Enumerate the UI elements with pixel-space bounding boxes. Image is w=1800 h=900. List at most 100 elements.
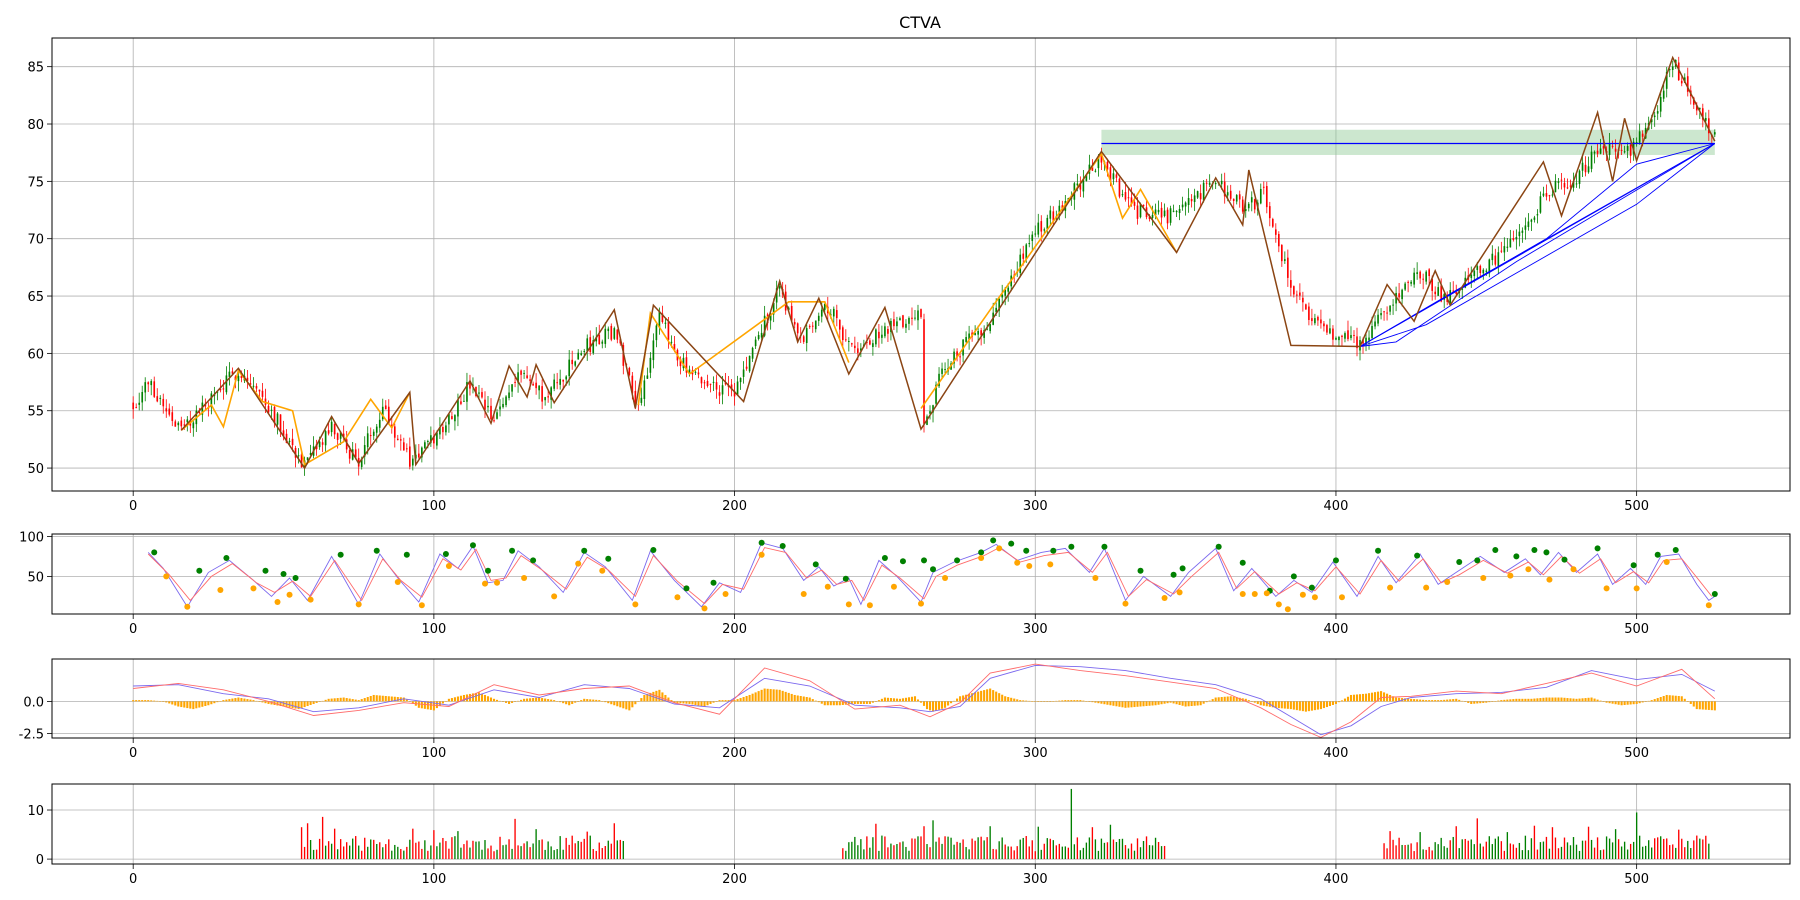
macd-histogram-bar [246,699,249,702]
candle-body [1314,318,1316,324]
candle-body [1181,204,1184,208]
volume-bar [929,847,931,860]
candle-body [1686,76,1689,92]
volume-bar [321,816,324,860]
volume-bar [619,839,621,860]
volume-bar [1407,844,1409,860]
candle-body [442,427,444,433]
candle-body [1695,105,1698,111]
volume-bar [842,848,844,860]
price-ytick-label: 70 [27,233,44,248]
macd-histogram-bar [219,701,222,702]
candle-body [1133,202,1136,206]
candle-body [1271,218,1274,227]
macd-histogram-bar [1539,698,1542,702]
oscillator-high-marker [1050,547,1057,554]
volume-bar [1025,836,1027,860]
macd-histogram-bar [1217,697,1220,702]
candle-body [1452,290,1455,292]
candle-body [336,433,339,440]
volume-bar [1443,846,1445,860]
candle-body [1653,115,1656,118]
volume-bar [547,841,549,860]
volume-bar [1064,846,1067,860]
volume-bar [854,836,856,860]
volume-bar [571,835,573,860]
macd-histogram-bar [336,698,339,702]
macd-histogram-bar [931,701,935,712]
candle-body [616,329,619,340]
volume-bar [1554,837,1557,860]
macd-histogram-bar [1001,694,1004,702]
volume-bar [1530,838,1533,860]
candle-body [1470,274,1473,278]
macd-histogram-bar [859,701,862,704]
volume-bar [851,841,853,860]
candle-body [1302,297,1304,303]
volume-bar [1503,850,1506,860]
volume-bar [1660,836,1662,860]
macd-histogram-bar [1325,701,1328,708]
volume-bar [1109,824,1112,860]
macd-histogram-bar [724,700,727,702]
volume-bar [1037,826,1039,860]
candle-body [502,403,504,408]
macd-histogram-bar [1115,701,1118,707]
macd-histogram-bar [1271,701,1274,708]
macd-histogram-bar [1148,701,1151,706]
oscillator-low-marker [1423,584,1430,591]
candle-body [805,328,808,344]
candle-body [938,373,940,387]
candle-body [150,381,153,386]
candle-body [595,337,598,342]
candle-body [132,402,135,410]
volume-bar [339,839,342,860]
volume-bar [1410,843,1412,860]
oscillator-low-marker [217,587,224,593]
candle-body [1368,337,1370,341]
macd-histogram-bar [1049,701,1052,702]
macd-histogram-bar [980,690,983,702]
macd-histogram-bar [983,690,986,702]
macd-histogram-bar [1076,700,1079,702]
macd-histogram-bar [1220,697,1223,702]
candle-body [318,441,321,448]
macd-histogram-bar [883,697,886,702]
candle-body [1193,195,1196,202]
macd-histogram-bar [240,698,243,702]
candle-body [1311,318,1313,322]
candle-body [445,425,447,433]
candle-body [1268,206,1271,219]
oscillator-high-marker [1561,556,1568,563]
macd-histogram-bar [1013,698,1016,702]
oscillator-high-marker [921,557,928,564]
macd-histogram-bar [429,701,432,710]
candle-body [1542,193,1545,196]
candle-body [1130,197,1133,205]
candle-body [1241,199,1244,212]
volume-bar [1524,835,1527,860]
candle-body [366,433,369,448]
volume-bar [373,839,375,860]
volume-bar [1395,845,1397,860]
candle-body [760,332,763,338]
candle-body [1584,164,1587,173]
volume-bar [848,842,850,860]
candle-body [1638,131,1641,143]
macd-histogram-bar [1533,698,1536,702]
macd-histogram-bar [309,701,312,705]
candle-body [162,398,165,407]
macd-histogram-bar [568,701,571,706]
macd-histogram-bar [1370,692,1374,702]
candle-body [1714,132,1716,135]
macd-histogram-bar [1127,701,1130,708]
osc-ytick-label: 100 [19,530,44,545]
oscillator-high-marker [1215,543,1222,550]
macd-histogram-bar [423,701,426,709]
oscillator-low-marker [978,555,985,561]
volume-bar [1127,848,1130,860]
macd-histogram-bar [1310,701,1313,711]
candle-body [709,383,712,385]
candle-body [1247,203,1250,209]
oscillator-low-marker [1633,585,1640,592]
